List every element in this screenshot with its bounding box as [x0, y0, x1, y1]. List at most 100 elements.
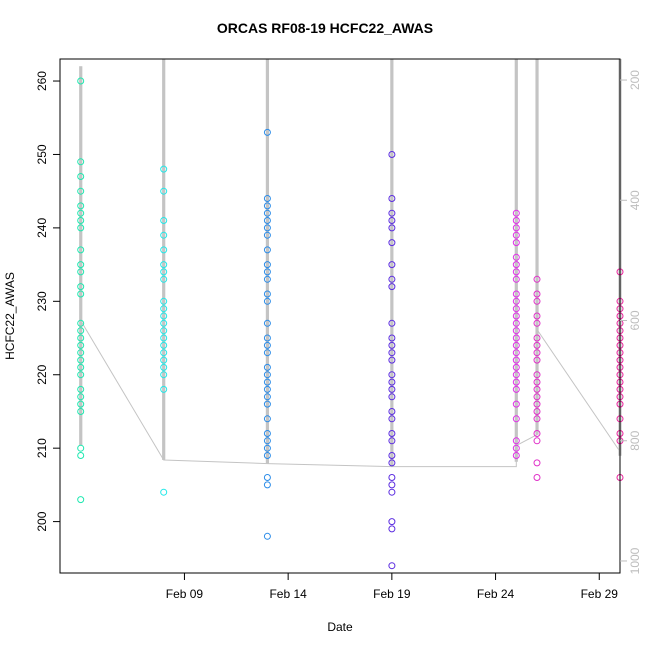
- x-tick-label-1: Feb 14: [269, 587, 307, 601]
- data-point-2-16: [263, 349, 271, 357]
- data-point-3-3: [388, 217, 396, 224]
- data-point-0-14: [77, 327, 85, 335]
- data-point-2-5: [263, 224, 271, 232]
- data-point-0-23: [77, 400, 85, 408]
- y-tick-label-3: 230: [35, 291, 49, 311]
- data-point-0-13: [77, 319, 85, 327]
- data-point-1-14: [160, 341, 168, 349]
- data-point-3-1: [388, 195, 396, 202]
- data-point-3-29: [388, 562, 396, 570]
- data-point-1-3: [160, 231, 168, 239]
- data-point-3-0: [388, 151, 396, 158]
- data-point-2-3: [263, 209, 271, 217]
- data-point-1-15: [160, 349, 168, 357]
- data-point-5-8: [533, 356, 541, 364]
- x-tick-label-2: Feb 19: [373, 587, 411, 601]
- data-point-0-27: [77, 496, 85, 504]
- data-point-2-2: [263, 202, 271, 210]
- data-point-2-23: [263, 415, 271, 423]
- data-point-5-12: [533, 393, 541, 401]
- pressure-profile-0: [79, 66, 83, 446]
- data-point-5-18: [533, 459, 541, 467]
- y-axis-right: 200 400 600 800 1000: [620, 70, 642, 574]
- y-tick-label-5: 250: [35, 144, 49, 164]
- pressure-profile-5: [535, 59, 539, 435]
- data-point-4-1: [512, 217, 520, 224]
- data-point-2-15: [263, 341, 271, 349]
- data-point-0-19: [77, 363, 85, 371]
- data-point-0-6: [77, 217, 85, 224]
- data-point-3-26: [388, 488, 396, 496]
- data-point-0-3: [77, 187, 85, 195]
- data-point-2-0: [263, 128, 271, 136]
- data-point-4-12: [512, 312, 520, 320]
- data-point-3-21: [388, 437, 396, 445]
- data-point-4-27: [512, 452, 520, 459]
- series-3: [388, 151, 396, 570]
- pressure-trace-layer: [79, 59, 622, 468]
- data-point-2-1: [263, 195, 271, 202]
- data-point-3-5: [388, 239, 396, 247]
- data-point-1-8: [160, 297, 168, 305]
- data-point-4-0: [512, 209, 520, 217]
- x-axis-title: Date: [327, 620, 353, 634]
- data-point-5-10: [533, 378, 541, 386]
- data-point-2-17: [263, 363, 271, 371]
- data-point-3-8: [388, 283, 396, 291]
- data-point-3-20: [388, 430, 396, 437]
- pressure-profile-1: [162, 59, 166, 460]
- data-point-3-6: [388, 261, 396, 269]
- data-point-5-17: [533, 437, 541, 445]
- data-point-2-28: [263, 474, 271, 481]
- plot-frame: [59, 58, 621, 574]
- right-tick-label-0: 200: [628, 70, 642, 90]
- data-point-3-7: [388, 275, 396, 283]
- data-point-4-2: [512, 224, 520, 232]
- data-point-5-13: [533, 400, 541, 408]
- data-point-0-15: [77, 334, 85, 342]
- y-tick-label-1: 210: [35, 438, 49, 458]
- pressure-profile-3: [390, 59, 394, 467]
- data-point-0-24: [77, 408, 85, 415]
- data-point-1-0: [160, 165, 168, 173]
- data-point-0-10: [77, 268, 85, 276]
- data-point-3-11: [388, 341, 396, 349]
- data-point-1-17: [160, 363, 168, 371]
- data-point-1-19: [160, 385, 168, 393]
- right-tick-label-1: 400: [628, 190, 642, 210]
- data-point-1-2: [160, 217, 168, 224]
- data-point-1-6: [160, 268, 168, 276]
- right-tick-label-4: 1000: [628, 547, 642, 574]
- data-point-3-25: [388, 481, 396, 489]
- data-point-4-9: [512, 290, 520, 298]
- data-point-4-22: [512, 385, 520, 393]
- data-point-0-12: [77, 290, 85, 298]
- data-point-4-14: [512, 327, 520, 335]
- data-point-0-5: [77, 209, 85, 217]
- right-tick-label-3: 800: [628, 430, 642, 450]
- x-tick-label-3: Feb 24: [477, 587, 515, 601]
- data-point-2-4: [263, 217, 271, 224]
- data-point-3-16: [388, 385, 396, 393]
- data-point-1-13: [160, 334, 168, 342]
- data-point-3-15: [388, 378, 396, 386]
- data-point-3-13: [388, 356, 396, 364]
- data-point-2-25: [263, 437, 271, 445]
- x-tick-label-0: Feb 09: [166, 587, 204, 601]
- data-point-5-9: [533, 371, 541, 379]
- data-point-0-26: [77, 452, 85, 459]
- data-point-2-21: [263, 393, 271, 401]
- data-point-4-20: [512, 371, 520, 379]
- data-point-4-19: [512, 363, 520, 371]
- pressure-path-line: [80, 320, 621, 468]
- data-point-5-2: [533, 297, 541, 305]
- points-layer: [77, 77, 624, 570]
- data-point-1-1: [160, 187, 168, 195]
- data-point-1-20: [160, 488, 168, 496]
- data-point-3-10: [388, 334, 396, 342]
- data-point-0-8: [77, 246, 85, 254]
- data-point-2-27: [263, 452, 271, 459]
- data-point-4-18: [512, 356, 520, 364]
